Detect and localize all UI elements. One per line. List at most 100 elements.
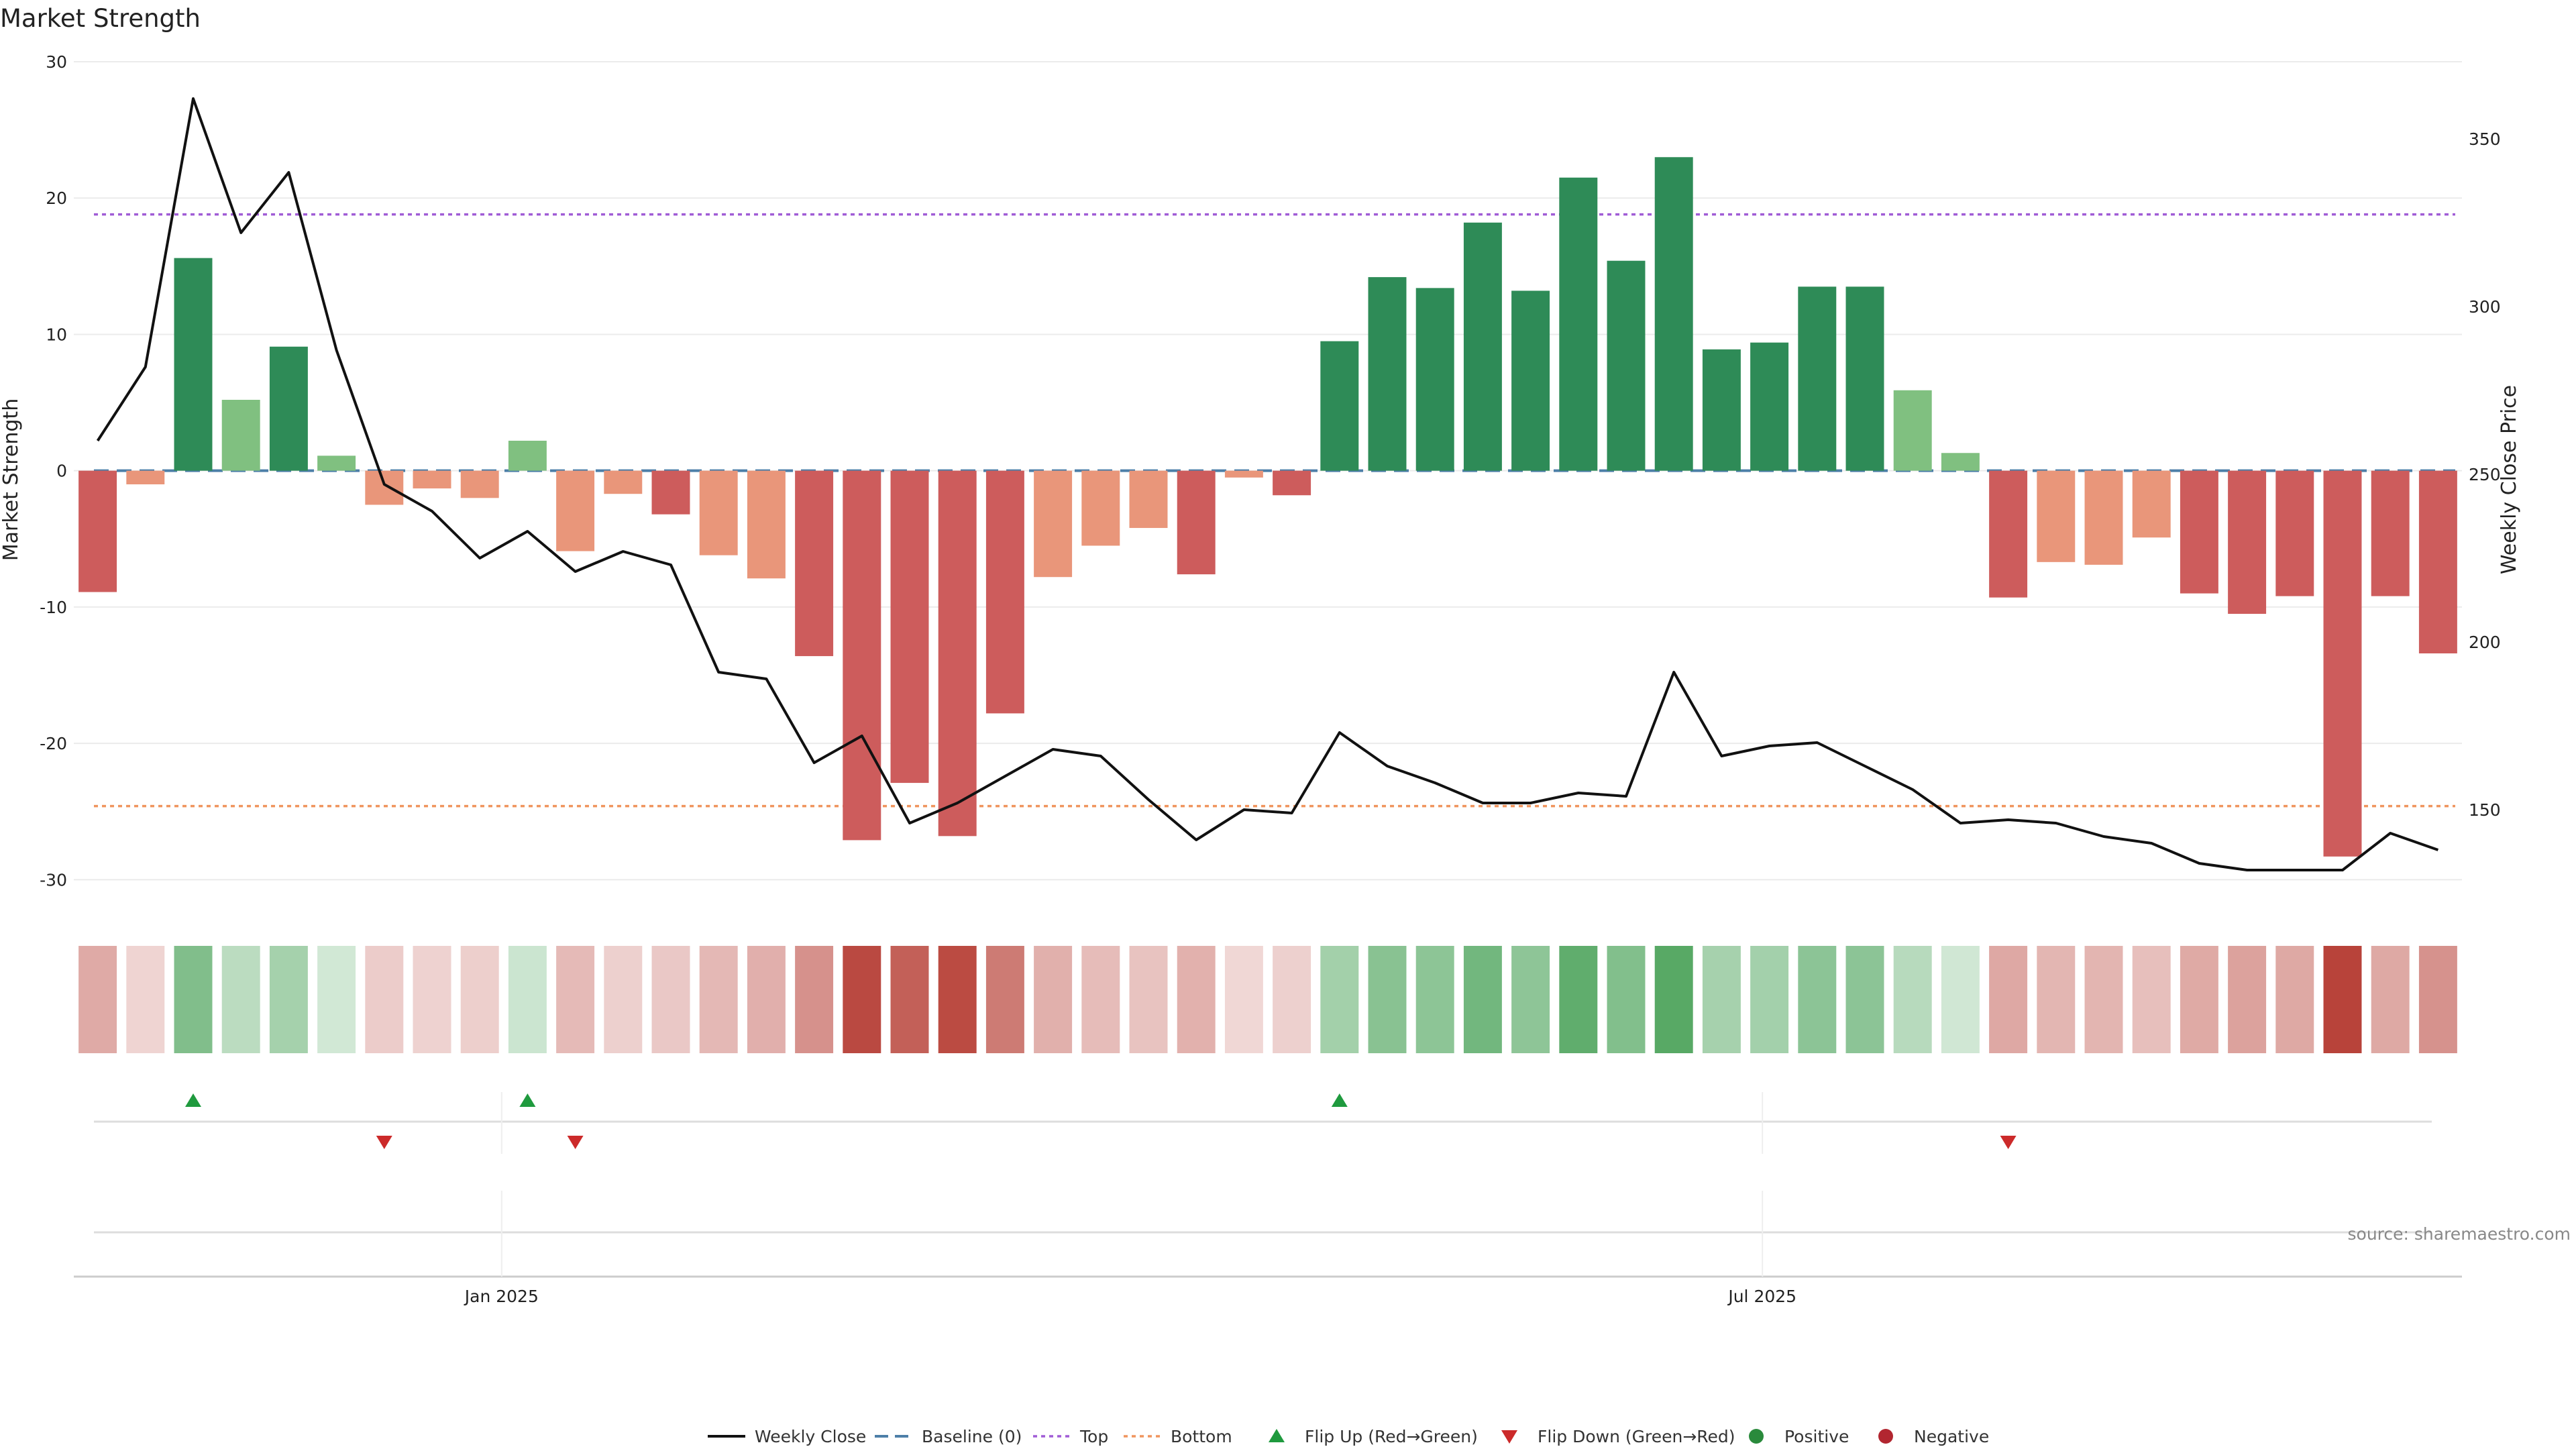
strength-bar [269, 346, 308, 471]
heat-cell [365, 946, 404, 1053]
y-tick-label: 20 [46, 189, 67, 208]
heat-cell [1081, 946, 1120, 1053]
heat-cell [1177, 946, 1216, 1053]
heat-cell [2180, 946, 2218, 1053]
heat-cell [1702, 946, 1741, 1053]
y-tick-label: 10 [46, 325, 67, 344]
heat-cell [221, 946, 260, 1053]
strength-bar [1607, 260, 1646, 471]
strength-bar [78, 470, 117, 592]
heat-cell [1845, 946, 1884, 1053]
heat-cell [1320, 946, 1359, 1053]
y-tick-label: 0 [56, 462, 67, 481]
heat-cell [795, 946, 834, 1053]
time-axis: Jan 2025 Jul 2025 [74, 1191, 2462, 1306]
x-tick-label: Jan 2025 [464, 1287, 539, 1306]
heat-cell [2418, 946, 2457, 1053]
strength-bar [1224, 470, 1263, 478]
strength-bar [1559, 177, 1598, 471]
legend: Weekly Close Baseline (0) Top Bottom Flip Up… [708, 1427, 1989, 1446]
heat-cell [1941, 946, 1980, 1053]
flip-up-marker [519, 1093, 536, 1107]
heat-cell [985, 946, 1024, 1053]
heat-cell [269, 946, 308, 1053]
heat-cell [1893, 946, 1932, 1053]
strength-bar [699, 470, 738, 555]
strength-bar [2084, 470, 2123, 565]
heat-cell [2323, 946, 2362, 1053]
legend-label: Negative [1914, 1427, 1989, 1446]
legend-item: Weekly Close [708, 1427, 866, 1446]
heat-cell [651, 946, 690, 1053]
heat-cell [413, 946, 451, 1053]
strength-bar [1511, 290, 1550, 471]
legend-item: Positive [1749, 1427, 1849, 1446]
strength-bar [1081, 470, 1120, 546]
strength-bar [604, 470, 643, 494]
strength-bar [413, 470, 451, 489]
legend-item: Negative [1878, 1427, 1989, 1446]
heat-cell [556, 946, 595, 1053]
legend-label: Top [1079, 1427, 1108, 1446]
strength-bar [1129, 470, 1168, 529]
legend-label: Flip Down (Green→Red) [1538, 1427, 1735, 1446]
y-tick-label: -30 [40, 870, 67, 890]
strength-bar [1750, 342, 1789, 471]
strength-bar [938, 470, 977, 837]
source-text: source: sharemaestro.com [2348, 1224, 2571, 1244]
flip-down-marker [376, 1136, 392, 1149]
legend-label: Weekly Close [755, 1427, 866, 1446]
flip-markers [94, 1092, 2432, 1154]
heat-cell [1273, 946, 1311, 1053]
strength-bar [2275, 470, 2314, 596]
strength-bar [1177, 470, 1216, 575]
heat-cell [747, 946, 786, 1053]
heat-cell [938, 946, 977, 1053]
strength-bar [1368, 277, 1407, 471]
strength-bar [1798, 286, 1837, 471]
weekly-close-line [96, 97, 2439, 871]
strength-bar [317, 455, 356, 471]
y2-tick-label: 250 [2469, 465, 2501, 484]
heat-cell [126, 946, 165, 1053]
legend-item: Flip Up (Red→Green) [1269, 1427, 1478, 1446]
strength-bar [2228, 470, 2267, 614]
legend-item: Top [1033, 1427, 1108, 1446]
heat-cell [1463, 946, 1502, 1053]
heat-cell [508, 946, 547, 1053]
legend-label: Bottom [1171, 1427, 1232, 1446]
legend-label: Baseline (0) [922, 1427, 1022, 1446]
strength-bar [2037, 470, 2076, 562]
y2-tick-label: 300 [2469, 297, 2501, 317]
y2-tick-label: 350 [2469, 129, 2501, 149]
strength-bar [1320, 341, 1359, 471]
heat-cell [1654, 946, 1693, 1053]
strength-bar [2418, 470, 2457, 653]
strength-bar [1702, 349, 1741, 471]
heat-cell [843, 946, 881, 1053]
heat-cell [2132, 946, 2171, 1053]
heat-cell [317, 946, 356, 1053]
heat-cell [78, 946, 117, 1053]
strength-bar [1273, 470, 1311, 496]
heat-cell [1559, 946, 1598, 1053]
strength-bar [651, 470, 690, 515]
heat-cell [1034, 946, 1073, 1053]
y-axis-label: Market Strength [0, 398, 23, 561]
strength-bar [174, 258, 213, 471]
y-tick-label: 30 [46, 52, 67, 72]
strength-bar [508, 440, 547, 471]
heat-cell [1368, 946, 1407, 1053]
strength-bar [1893, 390, 1932, 471]
heat-cell [1798, 946, 1837, 1053]
heat-cell [1224, 946, 1263, 1053]
heat-cell [1129, 946, 1168, 1053]
strength-bar [1654, 157, 1693, 471]
flip-down-marker [2000, 1136, 2017, 1149]
heat-strip [78, 946, 2457, 1053]
heat-cell [699, 946, 738, 1053]
heat-cell [2371, 946, 2410, 1053]
strength-bar [1989, 470, 2028, 598]
strength-bar [843, 470, 881, 841]
